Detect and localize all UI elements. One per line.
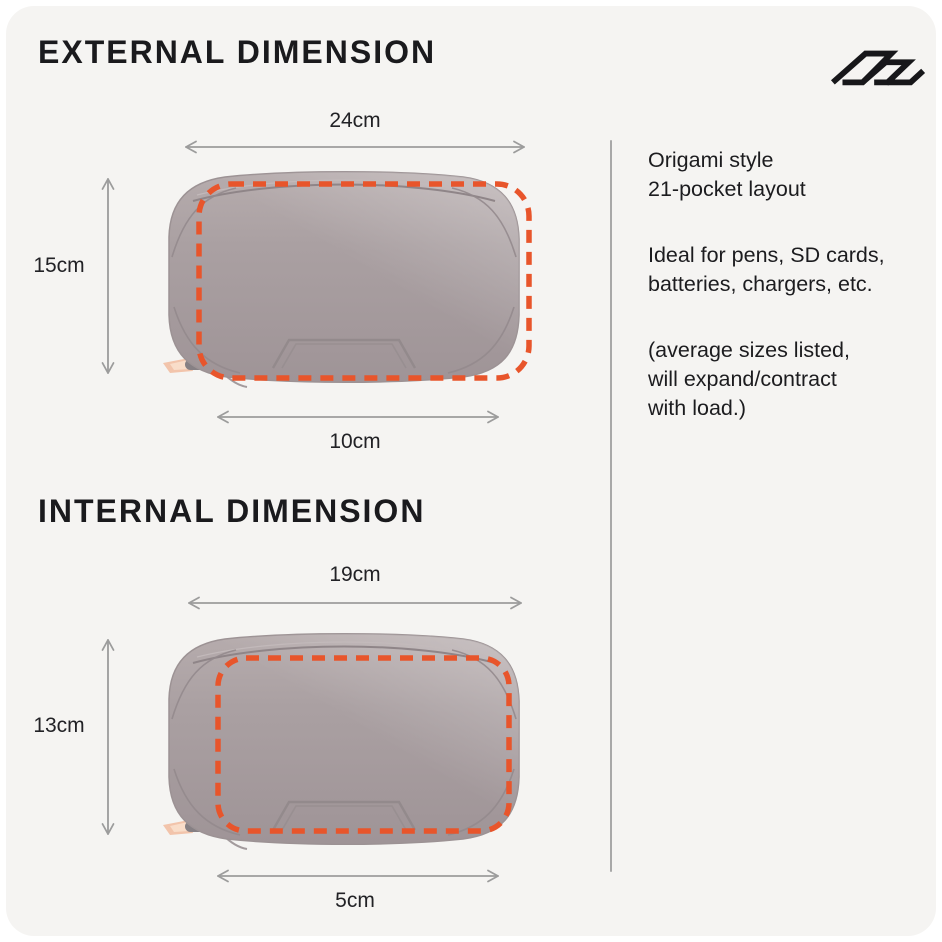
- external-depth-arrow: [217, 410, 499, 424]
- internal-height-label: 13cm: [33, 714, 85, 737]
- internal-dimension-outline: [215, 655, 512, 834]
- external-height-label: 15cm: [33, 254, 85, 277]
- internal-width-arrow: [188, 596, 522, 610]
- internal-depth-label: 5cm: [335, 889, 375, 912]
- internal-depth-arrow: [217, 869, 499, 883]
- info-column: Origami style 21-pocket layout Ideal for…: [648, 146, 938, 460]
- external-depth-label: 10cm: [329, 430, 381, 453]
- external-dimension-heading: EXTERNAL DIMENSION: [38, 34, 437, 70]
- external-height-arrow: [101, 178, 115, 374]
- internal-dimension-heading: INTERNAL DIMENSION: [38, 493, 426, 529]
- internal-height-arrow: [101, 639, 115, 835]
- internal-width-label: 19cm: [329, 563, 381, 586]
- info-paragraph-ideal-for: Ideal for pens, SD cards, batteries, cha…: [648, 243, 885, 296]
- section-divider: [610, 140, 612, 872]
- external-width-arrow: [185, 140, 525, 154]
- info-paragraph-origami: Origami style 21-pocket layout: [648, 148, 806, 201]
- infographic-panel: EXTERNAL DIMENSION 24cm 15cm: [6, 6, 936, 936]
- external-width-label: 24cm: [329, 109, 381, 132]
- peak-design-logo-icon: [830, 50, 926, 86]
- external-dimension-outline: [196, 181, 532, 381]
- info-paragraph-average-sizes: (average sizes listed, will expand/contr…: [648, 338, 850, 420]
